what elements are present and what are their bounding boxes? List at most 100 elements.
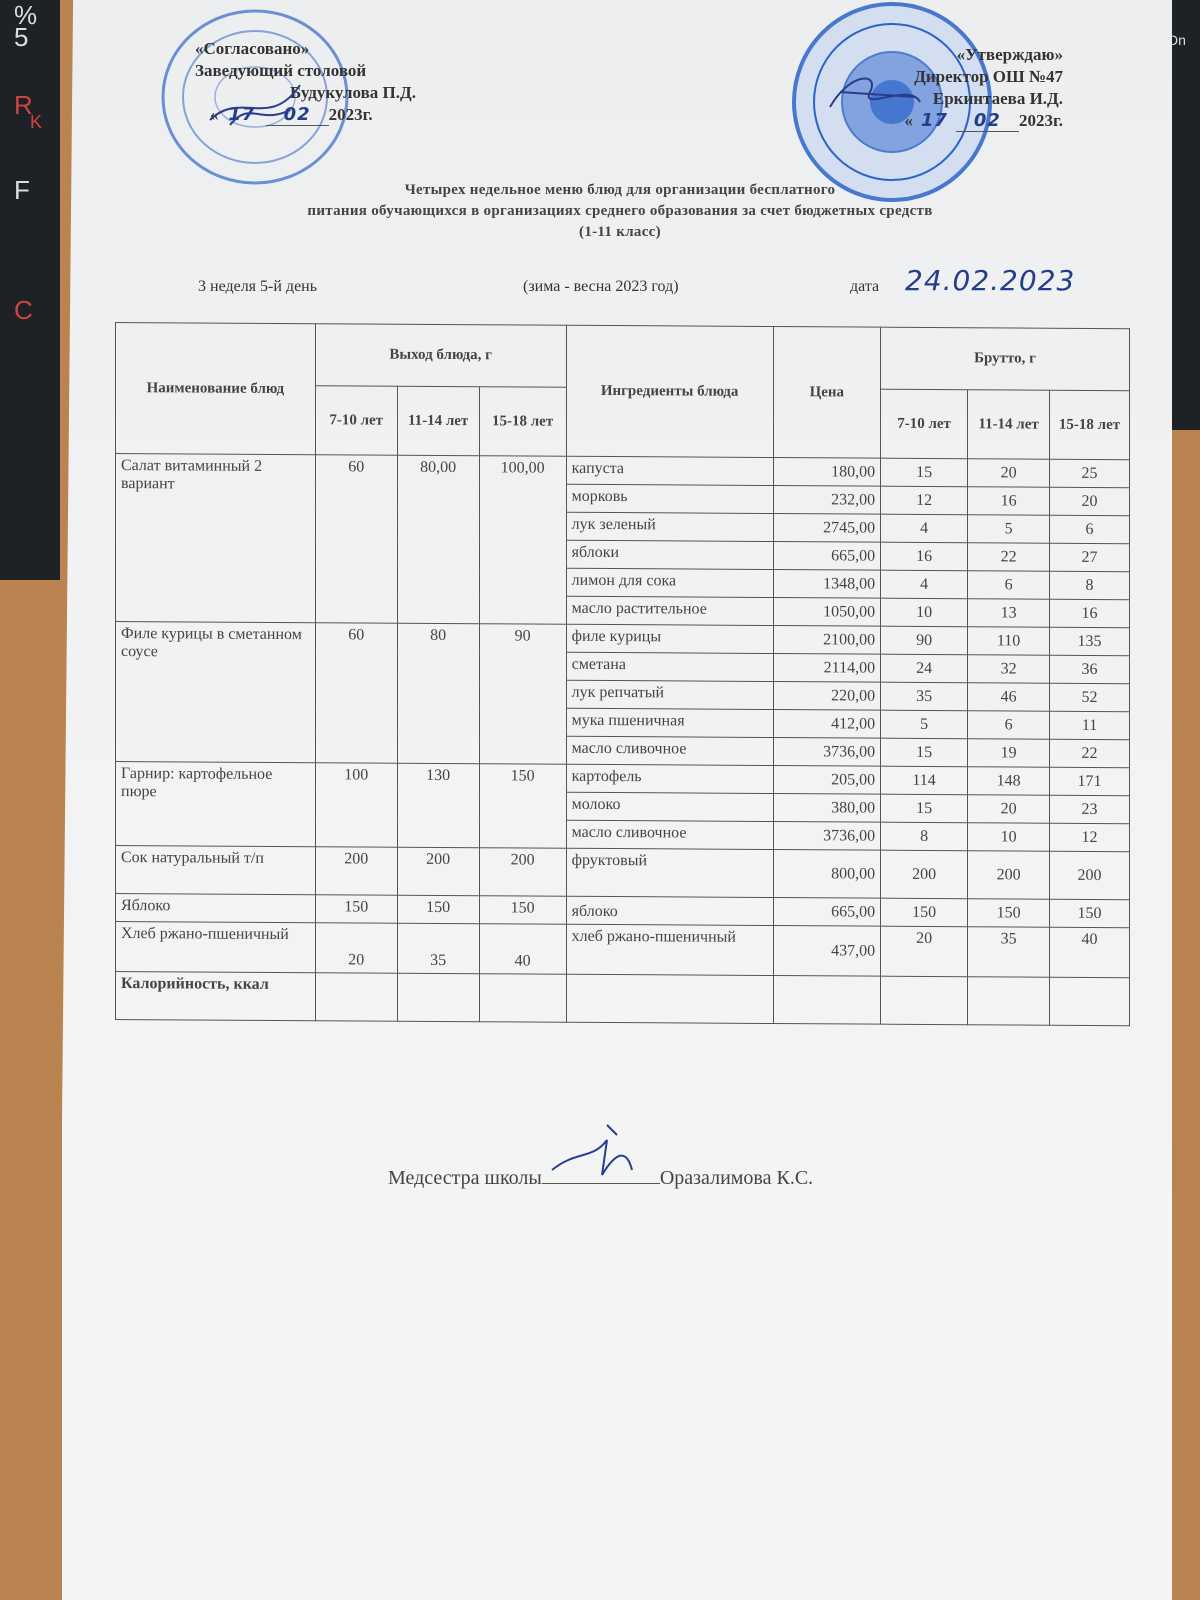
ingredient-brutto: 13 xyxy=(967,598,1050,628)
ingredient-brutto: 90 xyxy=(880,626,968,655)
ingredient-brutto: 8 xyxy=(880,822,968,851)
ingredient-name: масло сливочное xyxy=(566,736,774,766)
ingredient-name: лимон для сока xyxy=(566,568,774,598)
ingredient-brutto: 22 xyxy=(1049,739,1130,768)
dish-yield: 40 xyxy=(479,923,567,975)
calories-empty-cell xyxy=(880,976,968,1025)
table-row: Хлеб ржано-пшеничный 20 35 40 хлеб ржано-пше… xyxy=(115,921,1130,978)
date-quote: « xyxy=(210,105,219,124)
dish-yield: 200 xyxy=(479,847,567,897)
ingredient-name: лук зеленый xyxy=(566,512,774,542)
ingredient-name: капуста xyxy=(566,456,774,486)
table-row: Гарнир: картофельное пюре 100 130 150 картоф… xyxy=(115,761,1130,849)
calories-empty-cell xyxy=(1049,977,1130,1026)
ingredient-name: яблоки xyxy=(566,540,774,570)
ingredient-price: 380,00 xyxy=(773,793,881,823)
header-price: Цена xyxy=(773,326,881,459)
ingredient-brutto: 150 xyxy=(967,898,1050,928)
ingredient-price: 665,00 xyxy=(773,897,881,927)
approval-left-position: Заведующий столовой xyxy=(195,61,367,80)
ingredient-brutto: 5 xyxy=(880,710,968,739)
ingredient-brutto: 19 xyxy=(967,738,1050,768)
ingredient-name: хлеб ржано-пшеничный xyxy=(566,924,774,976)
dish-yield: 90 xyxy=(479,623,567,765)
ingredient-brutto: 20 xyxy=(880,926,968,977)
season: (зима - весна 2023 год) xyxy=(523,278,679,295)
header-dish: Наименование блюд xyxy=(115,322,316,455)
ingredient-price: 205,00 xyxy=(773,765,881,795)
table-row: Салат витаминный 2 вариант 60 80,00 100,00 к… xyxy=(115,453,1130,625)
calories-label: Калорийность, ккал xyxy=(115,971,316,1021)
dish-name: Салат витаминный 2 вариант xyxy=(115,453,316,623)
key-label: % xyxy=(14,0,38,30)
ingredient-brutto: 15 xyxy=(880,794,968,823)
calories-empty-cell xyxy=(397,973,480,1022)
dish-yield: 35 xyxy=(397,923,480,974)
date-label: дата xyxy=(850,278,880,295)
ingredient-brutto: 36 xyxy=(1049,655,1130,684)
ingredient-brutto: 16 xyxy=(1049,599,1130,628)
ingredient-brutto: 200 xyxy=(967,850,1050,900)
approval-left-month: 02 xyxy=(265,104,329,126)
right-signature xyxy=(829,77,921,108)
approval-right: «Утверждаю» Директор ОШ №47 Еркинтаева И… xyxy=(858,44,1063,132)
dish-yield: 130 xyxy=(397,763,480,848)
ingredient-price: 180,00 xyxy=(773,457,881,487)
right-stamp xyxy=(792,2,992,202)
ingredient-brutto: 135 xyxy=(1049,627,1130,656)
ingredient-name: лук репчатый xyxy=(566,680,774,710)
ingredient-brutto: 148 xyxy=(967,766,1050,796)
ingredient-brutto: 20 xyxy=(967,458,1050,488)
ingredient-name: филе курицы xyxy=(566,624,774,654)
ingredient-brutto: 20 xyxy=(1049,487,1130,516)
ingredient-price: 665,00 xyxy=(773,541,881,571)
ingredient-brutto: 10 xyxy=(967,822,1050,852)
header-brutto-age-2: 11-14 лет xyxy=(967,389,1050,460)
calories-row: Калорийность, ккал xyxy=(115,971,1130,1026)
ingredient-brutto: 150 xyxy=(880,898,968,927)
ingredient-brutto: 40 xyxy=(1049,927,1130,978)
dish-yield: 80 xyxy=(397,623,480,764)
dish-yield: 100 xyxy=(315,762,398,848)
ingredient-name: молоко xyxy=(566,792,774,822)
nurse-label: Медсестра школы xyxy=(388,1167,542,1189)
approval-left-title: «Согласовано» xyxy=(195,39,310,58)
key-label: C xyxy=(14,295,33,325)
nurse-signature xyxy=(551,1124,633,1176)
header-yield-age-3: 15-18 лет xyxy=(479,386,567,457)
approval-right-year: 2023г. xyxy=(1018,111,1063,130)
ingredient-brutto: 15 xyxy=(880,738,968,767)
signature-line xyxy=(541,1124,660,1184)
ingredient-price: 2745,00 xyxy=(773,513,881,543)
dish-yield: 200 xyxy=(315,846,398,896)
dish-yield: 150 xyxy=(397,895,480,924)
calories-empty-cell xyxy=(479,973,567,1023)
dish-yield: 150 xyxy=(315,894,398,924)
table-row: Филе курицы в сметанном соусе 60 80 90 филе … xyxy=(115,621,1130,765)
title-line-1: Четырех недельное меню блюд для организа… xyxy=(404,182,836,198)
ingredient-brutto: 16 xyxy=(967,486,1050,516)
ingredient-name: яблоко xyxy=(566,896,774,926)
ingredient-brutto: 35 xyxy=(967,926,1050,978)
ingredient-brutto: 16 xyxy=(880,542,968,571)
calories-empty-cell xyxy=(773,975,881,1025)
table-body: Салат витаминный 2 вариант 60 80,00 100,00 к… xyxy=(115,453,1130,1026)
dish-yield: 150 xyxy=(479,763,567,849)
ingredient-brutto: 10 xyxy=(880,598,968,627)
ingredient-brutto: 20 xyxy=(967,794,1050,824)
approval-left-name: Будукулова П.Д. xyxy=(290,83,416,102)
dish-name: Хлеб ржано-пшеничный xyxy=(115,921,316,973)
dish-yield: 60 xyxy=(315,454,398,624)
ingredient-name: масло растительное xyxy=(566,596,774,626)
header-yield: Выход блюда, г xyxy=(315,323,567,388)
ingredient-name: картофель xyxy=(566,764,774,794)
ingredient-brutto: 12 xyxy=(1049,823,1130,852)
header-brutto: Брутто, г xyxy=(880,327,1130,391)
ingredient-price: 800,00 xyxy=(773,849,881,899)
menu-table: Наименование блюд Выход блюда, г Ингреди… xyxy=(115,322,1130,1026)
ingredient-name: сметана xyxy=(566,652,774,682)
ingredient-brutto: 35 xyxy=(880,682,968,711)
approval-right-day: 17 xyxy=(920,110,948,131)
keyboard-background: % 5 R K F C xyxy=(0,0,60,580)
ingredient-price: 1050,00 xyxy=(773,597,881,627)
